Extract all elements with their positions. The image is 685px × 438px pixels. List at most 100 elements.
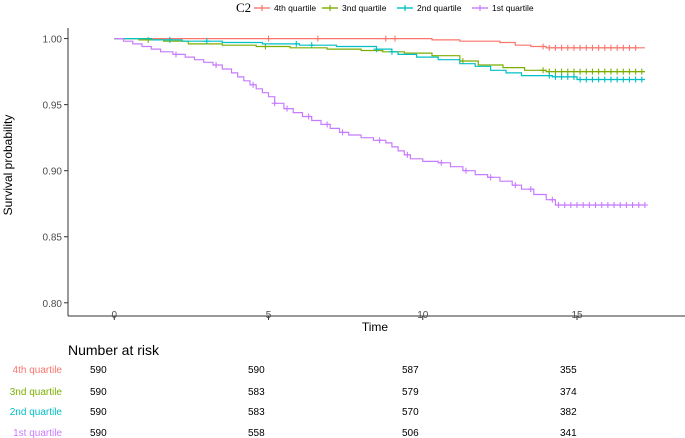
risk-row-label: 1st quartile <box>13 428 62 438</box>
censor-mark <box>586 202 593 209</box>
risk-value: 558 <box>248 428 265 438</box>
x-axis-ticks: 0 5 10 15 <box>111 310 583 321</box>
legend-item: 1st quartile <box>472 3 534 13</box>
censor-mark <box>583 76 590 83</box>
censor-mark <box>641 202 648 209</box>
y-tick-label: 1.00 <box>43 35 63 46</box>
censor-mark <box>552 68 559 75</box>
censor-mark <box>540 43 547 50</box>
censor-mark <box>462 167 469 174</box>
censor-mark <box>583 44 590 51</box>
risk-value: 590 <box>248 365 265 376</box>
x-tick-label: 15 <box>571 310 583 321</box>
risk-row-label: 4th quartile <box>13 365 63 376</box>
risk-value: 590 <box>90 387 107 398</box>
censor-mark <box>620 68 627 75</box>
legend-item: 3nd quartile <box>322 3 387 13</box>
censor-mark <box>527 186 534 193</box>
censor-mark <box>549 196 556 203</box>
censor-mark <box>601 68 608 75</box>
risk-row: 2nd quartile 590 583 570 382 <box>10 407 577 418</box>
censor-mark <box>564 73 571 80</box>
censor-mark <box>382 35 389 42</box>
censor-mark <box>607 76 614 83</box>
censor-mark <box>172 51 179 58</box>
censor-mark <box>632 68 639 75</box>
censor-mark <box>574 202 581 209</box>
censor-mark <box>314 35 321 42</box>
censor-mark <box>203 38 210 45</box>
y-axis-ticks: 0.80 0.85 0.90 0.95 1.00 <box>43 35 68 310</box>
censor-mark <box>305 113 312 120</box>
censor-mark <box>404 151 411 158</box>
censor-mark <box>638 76 645 83</box>
censor-mark <box>293 40 300 47</box>
censor-mark <box>611 202 618 209</box>
censor-mark <box>580 202 587 209</box>
risk-value: 506 <box>402 428 419 438</box>
survival-line-3 <box>114 38 645 81</box>
censor-mark <box>583 68 590 75</box>
risk-row-label: 2nd quartile <box>10 407 63 418</box>
legend-label: 4th quartile <box>274 3 316 13</box>
censor-mark <box>632 76 639 83</box>
censor-mark <box>392 35 399 42</box>
risk-value: 590 <box>90 365 107 376</box>
censor-mark <box>601 76 608 83</box>
censor-mark <box>577 76 584 83</box>
censor-mark <box>592 202 599 209</box>
y-axis-label: Survival probability <box>1 115 15 216</box>
censor-mark <box>595 44 602 51</box>
y-tick-label: 0.85 <box>43 233 63 244</box>
censor-mark <box>589 68 596 75</box>
x-tick-label: 10 <box>417 310 429 321</box>
censor-mark <box>617 202 624 209</box>
legend: C2 4th quartile 3nd quartile 2nd quartile 1… <box>236 0 534 15</box>
censor-mark <box>564 44 571 51</box>
risk-row: 1st quartile 590 558 506 341 <box>13 428 577 438</box>
censor-mark <box>373 46 380 53</box>
censor-mark <box>570 73 577 80</box>
censor-mark <box>632 44 639 51</box>
censor-mark <box>595 68 602 75</box>
censor-mark <box>512 182 519 189</box>
censor-mark <box>626 68 633 75</box>
risk-value: 583 <box>248 387 265 398</box>
censor-mark <box>552 73 559 80</box>
censor-mark <box>614 68 621 75</box>
survival-line-2 <box>114 38 645 73</box>
risk-row-label: 3nd quartile <box>10 387 63 398</box>
censor-mark <box>552 44 559 51</box>
censor-mark <box>145 36 152 43</box>
risk-value: 374 <box>560 387 577 398</box>
censor-mark <box>567 202 574 209</box>
survival-line-1 <box>114 38 645 49</box>
censor-mark <box>540 67 547 74</box>
y-tick-label: 0.90 <box>43 167 63 178</box>
risk-value: 590 <box>90 407 107 418</box>
censor-mark <box>564 68 571 75</box>
x-tick-label: 5 <box>266 310 272 321</box>
censor-mark <box>265 35 272 42</box>
risk-value: 590 <box>90 428 107 438</box>
censor-mark <box>558 44 565 51</box>
censor-mark <box>558 73 565 80</box>
risk-value: 579 <box>402 387 419 398</box>
censor-mark <box>607 68 614 75</box>
censor-mark <box>601 44 608 51</box>
censor-mark <box>614 44 621 51</box>
risk-value: 583 <box>248 407 265 418</box>
risk-table: Number at risk 4th quartile 590 590 587 355 3… <box>10 342 577 438</box>
censor-mark <box>213 61 220 68</box>
censor-mark <box>388 48 395 55</box>
censor-mark <box>487 174 494 181</box>
censor-mark <box>558 68 565 75</box>
censor-mark <box>570 68 577 75</box>
censor-mark <box>546 44 553 51</box>
censor-mark <box>438 159 445 166</box>
censor-mark <box>459 58 466 65</box>
survival-line-4 <box>114 38 645 206</box>
y-tick-label: 0.95 <box>43 101 63 112</box>
censor-mark <box>623 202 630 209</box>
